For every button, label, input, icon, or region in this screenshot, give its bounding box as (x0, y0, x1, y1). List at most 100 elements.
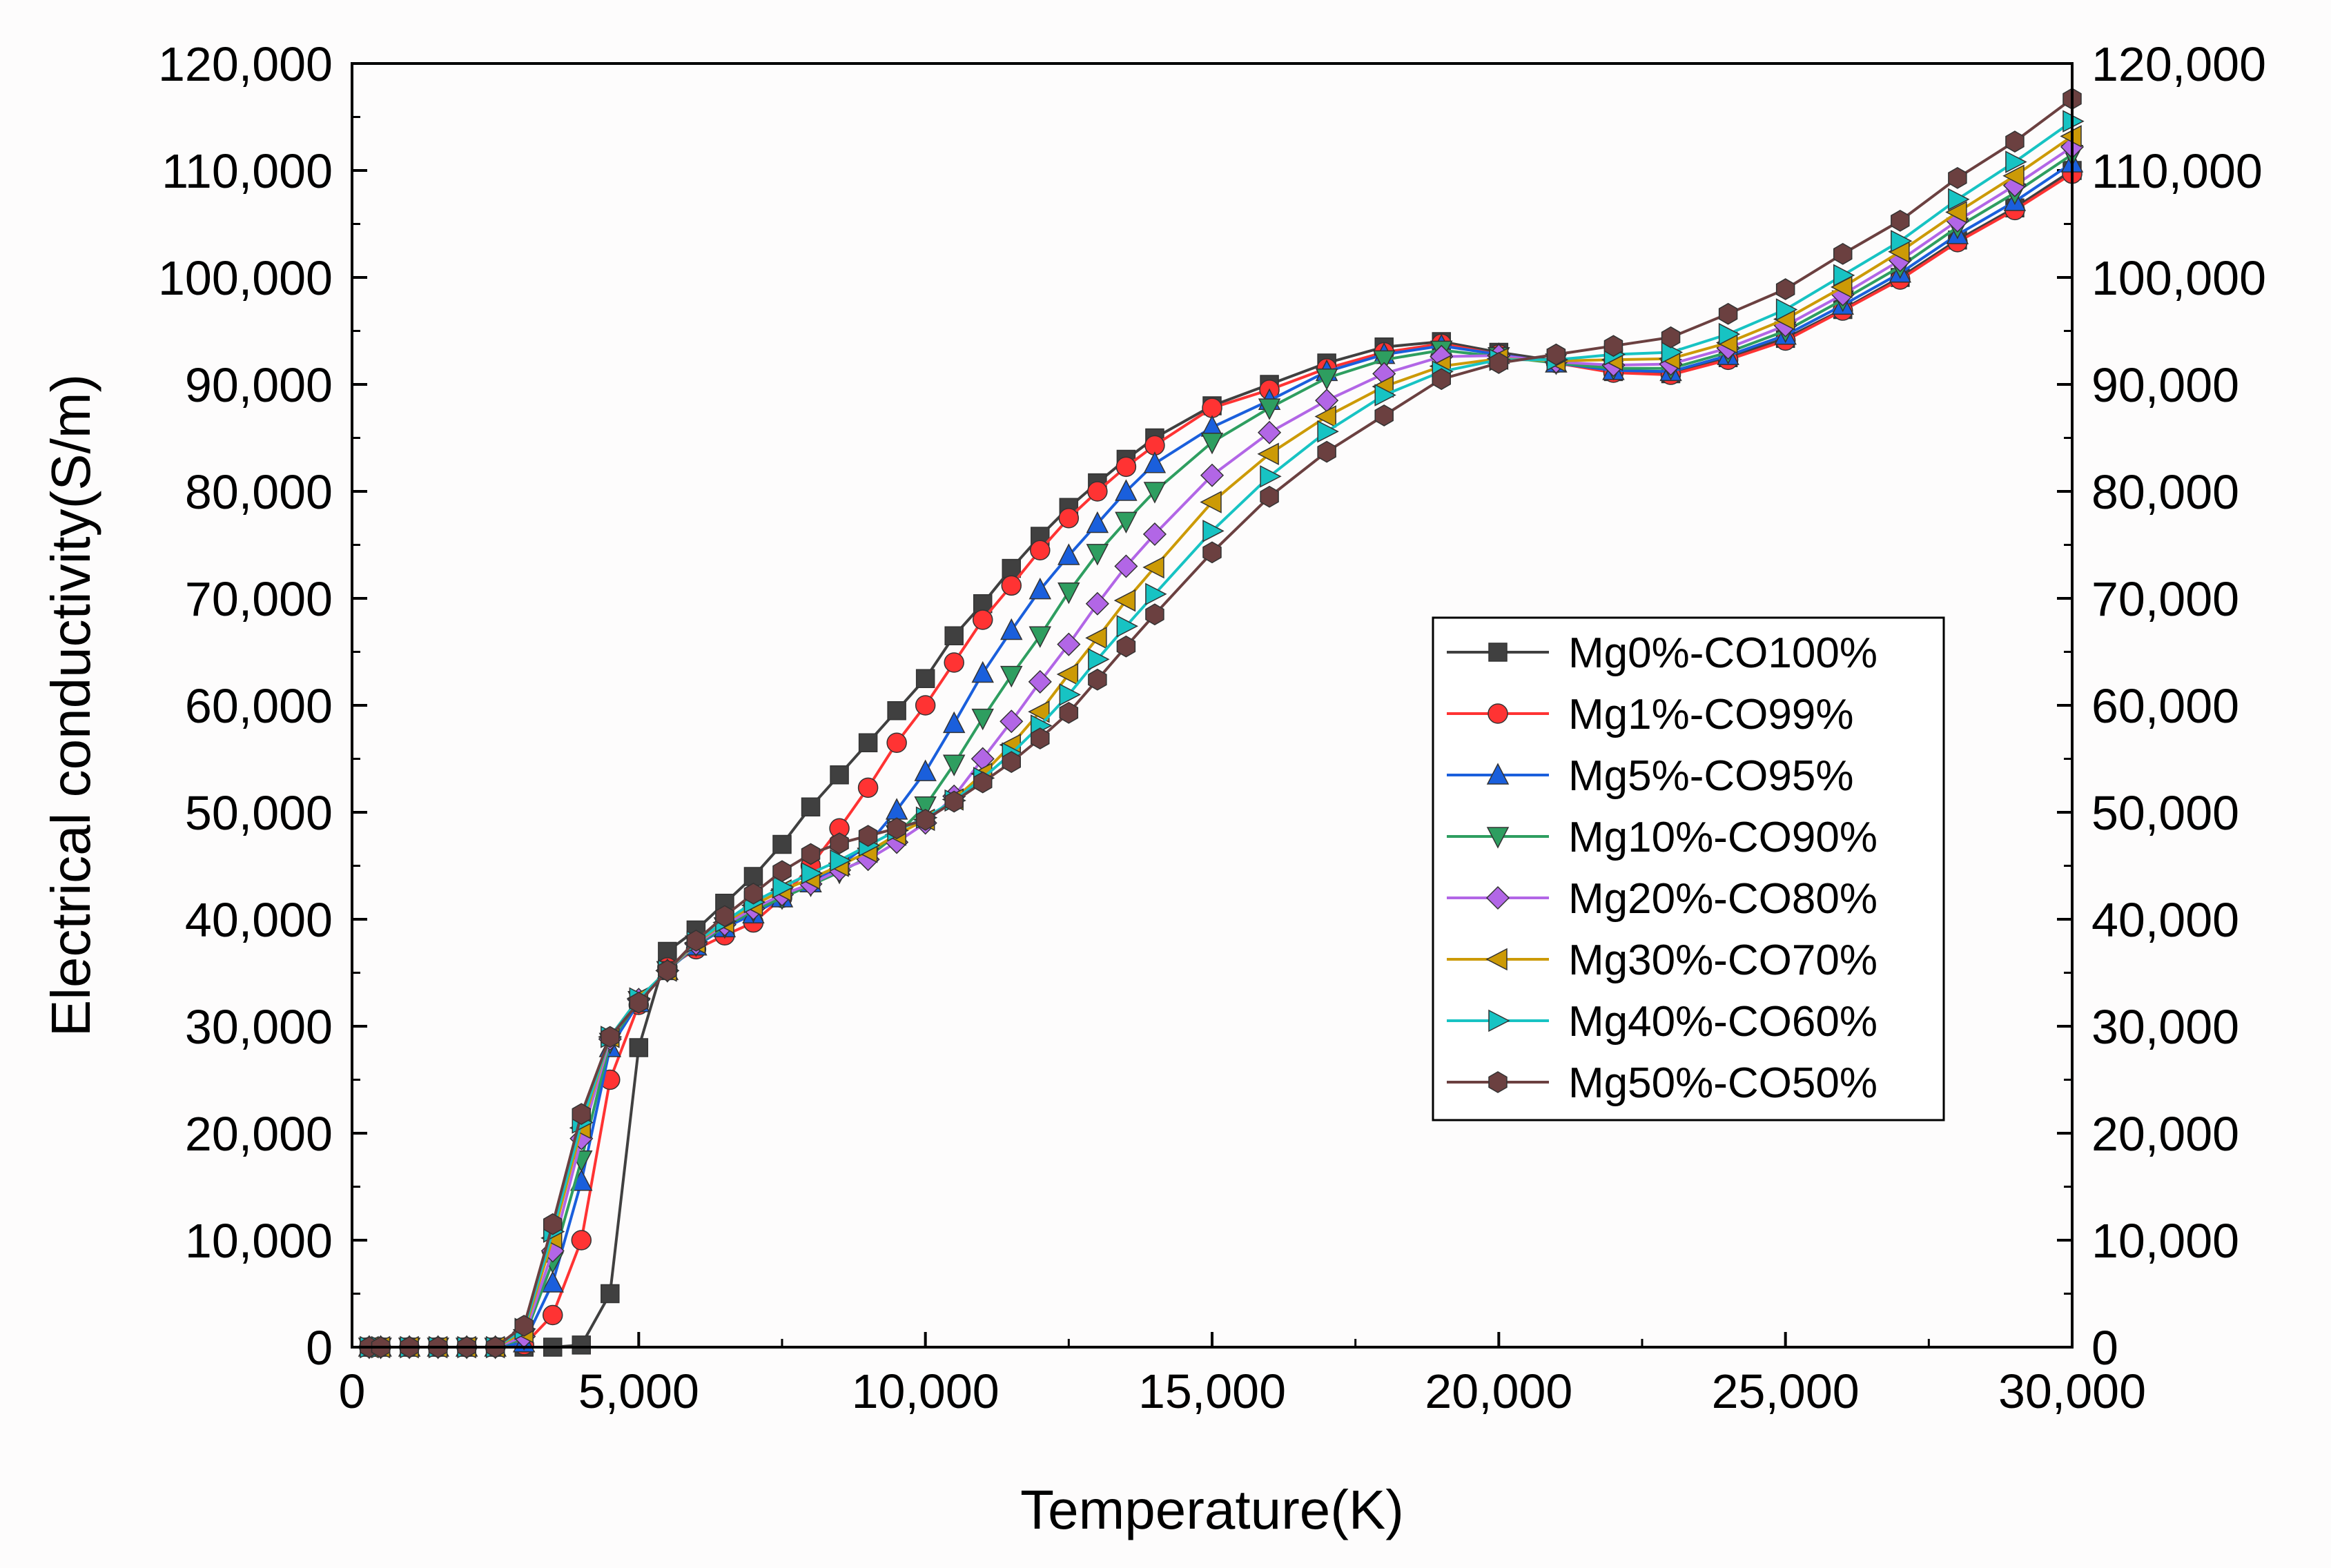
y-tick-label-left: 20,000 (185, 1107, 333, 1161)
data-point (1833, 264, 1855, 287)
data-point (1057, 543, 1080, 565)
data-point (772, 860, 792, 883)
y-tick-label-left: 110,000 (162, 144, 333, 198)
x-tick-label: 10,000 (852, 1364, 999, 1418)
data-point (1143, 482, 1167, 504)
y-tick-label-right: 120,000 (2091, 37, 2266, 91)
data-point (601, 1026, 620, 1048)
data-point (915, 808, 935, 831)
data-point (772, 876, 794, 899)
legend-entry: Mg20%-CO80% (1447, 875, 1878, 923)
data-point (858, 733, 878, 752)
data-point (1948, 188, 1970, 211)
data-point (914, 759, 937, 781)
data-point (858, 825, 878, 847)
data-point (801, 862, 823, 885)
legend-label: Mg10%-CO90% (1568, 814, 1878, 861)
data-point (1948, 166, 1967, 189)
data-point (1202, 541, 1222, 564)
data-point (914, 796, 937, 819)
legend-entry: Mg30%-CO70% (1447, 937, 1878, 984)
data-point (1115, 479, 1138, 501)
data-point (1115, 511, 1138, 534)
data-point (830, 765, 849, 785)
y-tick-label-left: 50,000 (185, 786, 333, 840)
y-tick-label-right: 80,000 (2091, 465, 2239, 519)
y-tick-label-right: 90,000 (2091, 358, 2239, 412)
data-point (944, 790, 964, 813)
legend-swatch-marker (1488, 1009, 1510, 1032)
data-point (1775, 278, 1795, 300)
y-tick-label-right: 50,000 (2091, 786, 2239, 840)
y-tick-label-left: 40,000 (185, 893, 333, 947)
data-point (743, 882, 763, 905)
data-point (2005, 150, 2027, 173)
legend-swatch-marker (1488, 643, 1508, 662)
y-tick-label-left: 80,000 (185, 465, 333, 519)
data-point (1257, 442, 1279, 465)
data-point (857, 777, 879, 798)
x-tick-label: 20,000 (1425, 1364, 1572, 1418)
y-tick-label-right: 10,000 (2091, 1214, 2239, 1268)
data-point (1833, 243, 1853, 265)
data-point (1056, 663, 1079, 686)
legend-label: Mg50%-CO50% (1568, 1059, 1878, 1107)
data-point (1145, 582, 1167, 606)
data-point (1030, 540, 1051, 560)
data-point (942, 754, 966, 776)
data-point (743, 867, 763, 886)
data-point (772, 834, 792, 854)
data-point (972, 609, 993, 630)
data-point (1143, 451, 1167, 473)
legend-swatch-marker (1488, 1071, 1508, 1093)
data-point (1374, 384, 1396, 406)
data-point (1028, 626, 1052, 648)
data-point (1945, 201, 1967, 224)
legend-swatch-marker (1488, 703, 1508, 724)
y-axis-title: Electrical conductivity(S/m) (40, 374, 101, 1037)
data-point (887, 701, 906, 721)
data-point (1059, 683, 1081, 706)
data-point (1145, 603, 1164, 626)
data-point (942, 711, 966, 734)
data-point (1002, 751, 1022, 774)
y-tick-label-right: 0 (2091, 1321, 2118, 1375)
plot-frame (351, 62, 2074, 1349)
data-point (1086, 544, 1109, 566)
data-point (1085, 591, 1109, 616)
legend-label: Mg20%-CO80% (1568, 875, 1878, 923)
data-point (1374, 404, 1394, 427)
y-tick-label-left: 60,000 (185, 679, 333, 733)
data-point (1115, 456, 1137, 478)
data-point (1891, 209, 1910, 232)
legend-entry: Mg0%-CO100% (1447, 629, 1878, 677)
legend-box (1432, 616, 1945, 1121)
y-tick-label-right: 100,000 (2091, 251, 2266, 305)
data-point (543, 1213, 563, 1235)
data-point (629, 992, 649, 1014)
data-point (1002, 558, 1022, 578)
data-point (1200, 463, 1225, 487)
y-tick-label-left: 100,000 (158, 251, 333, 305)
data-point (999, 709, 1024, 734)
data-point (1603, 335, 1623, 357)
data-point (1142, 522, 1167, 547)
data-point (1314, 405, 1336, 428)
data-point (1057, 632, 1081, 656)
legend-entry: Mg40%-CO60% (1447, 998, 1878, 1046)
data-point (1142, 556, 1164, 579)
y-tick-label-right: 40,000 (2091, 893, 2239, 947)
data-point (887, 817, 906, 840)
data-point (1775, 298, 1798, 321)
y-tick-label-left: 70,000 (185, 572, 333, 626)
data-point (971, 660, 994, 683)
y-tick-label-left: 0 (306, 1321, 333, 1375)
data-point (973, 771, 993, 794)
legend-label: Mg40%-CO60% (1568, 998, 1878, 1046)
x-tick-label: 5,000 (578, 1364, 699, 1418)
data-point (1031, 727, 1050, 749)
data-point (915, 695, 936, 716)
data-point (1085, 627, 1107, 649)
data-point (1546, 343, 1566, 366)
data-point (601, 1284, 620, 1304)
